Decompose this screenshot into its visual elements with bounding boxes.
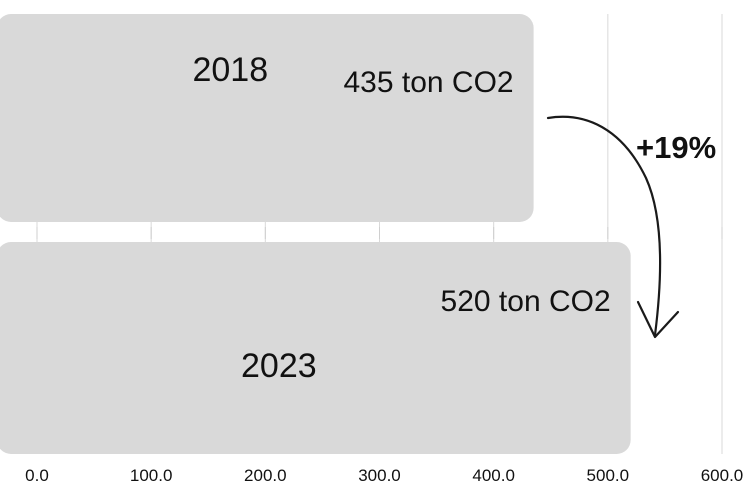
bar-category-label: 2018 [192,51,268,89]
change-percent-label: +19% [636,130,716,165]
bar-category-label: 2023 [241,347,317,385]
x-tick-label: 500.0 [587,466,630,485]
bar-labels: 2018 435 ton CO2 2023 520 ton CO2 [192,51,610,385]
x-axis-ticks: 0.0 100.0 200.0 300.0 400.0 500.0 600.0 [25,466,743,485]
x-tick-label: 600.0 [701,466,744,485]
bar-value-label: 435 ton CO2 [344,66,514,99]
x-tick-label: 200.0 [244,466,287,485]
x-tick-label: 0.0 [25,466,49,485]
change-arrow [546,115,662,337]
change-annotation: +19% [546,115,716,339]
bar-2023 [0,242,631,454]
change-arrowhead [636,300,680,339]
bar-2018 [0,14,534,222]
x-tick-label: 300.0 [358,466,401,485]
x-tick-label: 400.0 [472,466,515,485]
bar-value-label: 520 ton CO2 [441,285,611,318]
x-tick-label: 100.0 [130,466,173,485]
bars [0,14,631,454]
